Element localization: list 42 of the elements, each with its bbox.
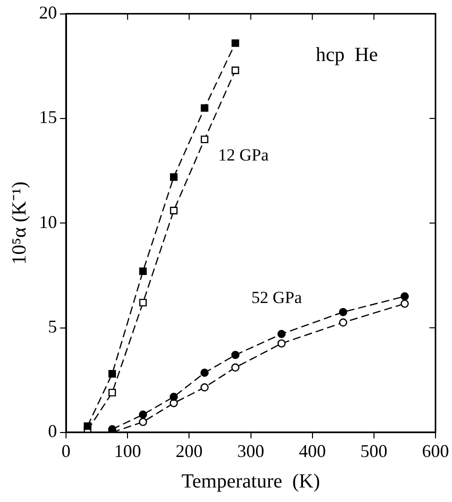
- x-tick-label: 400: [298, 440, 326, 461]
- y-tick-label: 15: [39, 107, 57, 128]
- x-axis-title: Temperature (K): [181, 470, 320, 492]
- point: [170, 206, 178, 214]
- y-tick-label: 0: [48, 421, 57, 442]
- y-tick-label: 5: [48, 316, 57, 336]
- x-tick-label: 0: [62, 440, 70, 461]
- point: [200, 104, 208, 112]
- point: [232, 66, 240, 74]
- text: hcp He: [316, 44, 378, 66]
- point: [200, 368, 209, 377]
- point: [400, 292, 409, 300]
- y-tick-label: 10: [39, 212, 57, 232]
- point: [200, 136, 208, 144]
- point: [108, 425, 116, 432]
- point: [277, 339, 286, 348]
- point: [231, 363, 240, 372]
- x-tick-label: 100: [114, 440, 142, 461]
- point: [232, 39, 240, 47]
- x-tick-label: 600: [422, 440, 449, 461]
- y-axis-title: 10⁵α (K⁻¹): [8, 181, 30, 265]
- x-tick-label: 500: [360, 440, 388, 461]
- point: [170, 392, 178, 401]
- point: [138, 418, 148, 426]
- point: [231, 350, 240, 360]
- point: [139, 298, 147, 306]
- point: [139, 267, 147, 276]
- point: [339, 308, 348, 316]
- annotation: 12 GPa: [218, 146, 270, 165]
- point: [108, 370, 116, 378]
- x-tick-label: 300: [237, 440, 264, 461]
- point: [200, 383, 209, 392]
- point: [170, 173, 178, 181]
- point: [339, 318, 348, 327]
- x-tick-label: 200: [176, 440, 203, 461]
- point: [108, 388, 116, 396]
- y-tick-label: 20: [39, 2, 57, 23]
- point: [277, 330, 286, 338]
- point: [138, 410, 148, 419]
- annotation: 52 GPa: [251, 288, 302, 307]
- point: [84, 422, 92, 430]
- point: [400, 300, 409, 308]
